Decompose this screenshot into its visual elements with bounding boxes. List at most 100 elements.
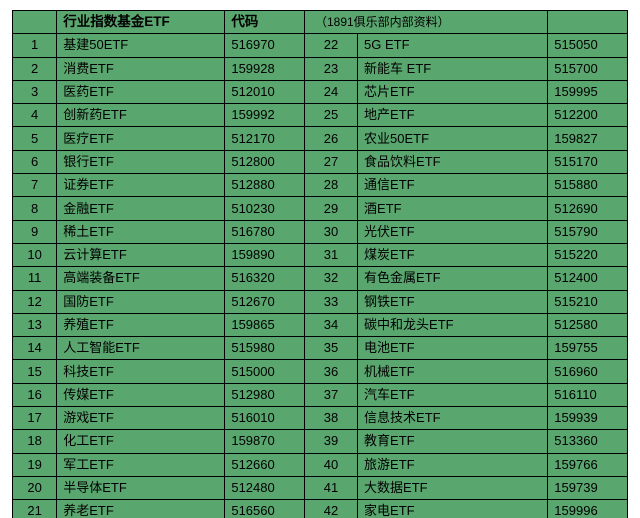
row-index-left: 6 [13,150,57,173]
etf-name-right: 地产ETF [358,104,548,127]
row-index-right: 42 [304,500,357,518]
etf-name-right: 机械ETF [358,360,548,383]
etf-name-right: 光伏ETF [358,220,548,243]
etf-code-left: 159865 [225,313,305,336]
table-header-row: 行业指数基金ETF 代码 （1891俱乐部内部资料） [13,11,628,34]
row-index-right: 30 [304,220,357,243]
etf-code-left: 516970 [225,34,305,57]
row-index-left: 19 [13,453,57,476]
etf-code-right: 159939 [548,407,628,430]
table-row: 21养老ETF51656042家电ETF159996 [13,500,628,518]
table-row: 13养殖ETF15986534碳中和龙头ETF512580 [13,313,628,336]
etf-code-right: 513360 [548,430,628,453]
etf-code-right: 515880 [548,174,628,197]
header-name: 行业指数基金ETF [57,11,225,34]
table-row: 5医疗ETF51217026农业50ETF159827 [13,127,628,150]
table-row: 19军工ETF51266040旅游ETF159766 [13,453,628,476]
row-index-left: 16 [13,383,57,406]
etf-name-right: 5G ETF [358,34,548,57]
row-index-right: 29 [304,197,357,220]
row-index-left: 7 [13,174,57,197]
etf-code-left: 159870 [225,430,305,453]
etf-code-right: 159755 [548,337,628,360]
row-index-right: 24 [304,80,357,103]
etf-name-right: 大数据ETF [358,476,548,499]
etf-name-right: 信息技术ETF [358,407,548,430]
etf-code-left: 516320 [225,267,305,290]
header-blank-right [548,11,628,34]
row-index-right: 38 [304,407,357,430]
etf-code-left: 159928 [225,57,305,80]
row-index-left: 11 [13,267,57,290]
header-note: （1891俱乐部内部资料） [304,11,547,34]
etf-code-right: 515220 [548,243,628,266]
row-index-left: 14 [13,337,57,360]
etf-name-left: 军工ETF [57,453,225,476]
etf-code-right: 512400 [548,267,628,290]
table-row: 12国防ETF51267033钢铁ETF515210 [13,290,628,313]
header-blank [13,11,57,34]
table-row: 8金融ETF51023029酒ETF512690 [13,197,628,220]
row-index-right: 37 [304,383,357,406]
row-index-left: 8 [13,197,57,220]
table-row: 3医药ETF51201024芯片ETF159995 [13,80,628,103]
etf-name-left: 化工ETF [57,430,225,453]
etf-code-right: 512690 [548,197,628,220]
etf-name-right: 煤炭ETF [358,243,548,266]
row-index-right: 35 [304,337,357,360]
row-index-left: 12 [13,290,57,313]
etf-name-left: 基建50ETF [57,34,225,57]
etf-code-left: 512800 [225,150,305,173]
etf-name-left: 养老ETF [57,500,225,518]
etf-code-left: 159890 [225,243,305,266]
etf-name-left: 云计算ETF [57,243,225,266]
row-index-right: 36 [304,360,357,383]
etf-code-left: 516010 [225,407,305,430]
etf-code-left: 512480 [225,476,305,499]
etf-name-right: 食品饮料ETF [358,150,548,173]
etf-code-right: 516960 [548,360,628,383]
etf-code-left: 510230 [225,197,305,220]
row-index-right: 25 [304,104,357,127]
etf-code-right: 512580 [548,313,628,336]
etf-code-left: 512660 [225,453,305,476]
etf-code-left: 515000 [225,360,305,383]
etf-code-left: 516560 [225,500,305,518]
row-index-left: 18 [13,430,57,453]
etf-name-left: 国防ETF [57,290,225,313]
etf-name-left: 医药ETF [57,80,225,103]
etf-name-left: 游戏ETF [57,407,225,430]
row-index-right: 39 [304,430,357,453]
etf-code-left: 512980 [225,383,305,406]
etf-name-right: 教育ETF [358,430,548,453]
etf-code-right: 159996 [548,500,628,518]
row-index-right: 33 [304,290,357,313]
etf-name-right: 芯片ETF [358,80,548,103]
table-row: 9稀土ETF51678030光伏ETF515790 [13,220,628,243]
etf-name-right: 新能车 ETF [358,57,548,80]
table-row: 2消费ETF15992823新能车 ETF515700 [13,57,628,80]
etf-name-left: 消费ETF [57,57,225,80]
row-index-left: 20 [13,476,57,499]
row-index-left: 21 [13,500,57,518]
etf-code-right: 512200 [548,104,628,127]
etf-code-right: 515790 [548,220,628,243]
table-row: 4创新药ETF15999225地产ETF512200 [13,104,628,127]
row-index-right: 27 [304,150,357,173]
row-index-left: 1 [13,34,57,57]
etf-code-right: 515170 [548,150,628,173]
etf-code-left: 512010 [225,80,305,103]
etf-name-right: 酒ETF [358,197,548,220]
etf-name-right: 钢铁ETF [358,290,548,313]
etf-name-right: 旅游ETF [358,453,548,476]
row-index-left: 2 [13,57,57,80]
etf-name-right: 家电ETF [358,500,548,518]
etf-code-right: 515210 [548,290,628,313]
etf-code-right: 159827 [548,127,628,150]
header-code: 代码 [225,11,305,34]
row-index-right: 31 [304,243,357,266]
etf-name-right: 有色金属ETF [358,267,548,290]
etf-code-right: 159739 [548,476,628,499]
etf-name-left: 金融ETF [57,197,225,220]
row-index-left: 4 [13,104,57,127]
